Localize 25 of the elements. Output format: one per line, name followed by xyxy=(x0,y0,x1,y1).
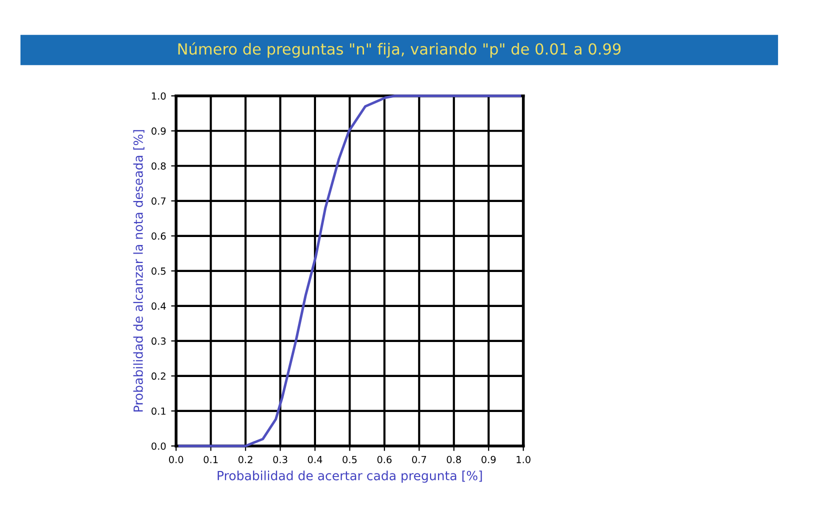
x-tick-label: 0.2 xyxy=(238,456,252,464)
x-axis-title: Probabilidad de acertar cada pregunta [%] xyxy=(218,470,482,483)
y-tick-label: 0.6 xyxy=(152,232,166,240)
y-axis-title: Probabilidad de alcanzar la nota deseada [%] xyxy=(133,130,144,412)
x-tick-label: 0.7 xyxy=(412,456,426,464)
y-tick-label: 0.4 xyxy=(152,302,166,310)
y-tick-label: 0.8 xyxy=(152,162,166,170)
y-tick-label: 0.1 xyxy=(152,407,166,415)
y-tick-label: 0.0 xyxy=(152,442,166,450)
y-tick-label: 0.3 xyxy=(152,337,166,345)
y-tick-label: 1.0 xyxy=(152,92,166,100)
x-tick-label: 0.5 xyxy=(342,456,357,464)
y-tick-label: 0.7 xyxy=(152,197,166,205)
y-tick-label: 0.9 xyxy=(152,127,166,135)
y-tick-label: 0.5 xyxy=(152,267,166,275)
x-tick-label: 0.8 xyxy=(446,456,461,464)
x-tick-label: 0.1 xyxy=(204,456,218,464)
x-tick-label: 0.3 xyxy=(273,456,288,464)
x-tick-label: 0.6 xyxy=(377,456,392,464)
chart-title: Número de preguntas "n" fija, variando "p" de 0.01 a 0.99 xyxy=(178,42,621,58)
y-tick-label: 0.2 xyxy=(152,372,166,380)
x-tick-label: 1.0 xyxy=(516,456,530,464)
x-tick-label: 0.0 xyxy=(168,456,184,464)
x-tick-label: 0.9 xyxy=(482,456,496,464)
x-tick-label: 0.4 xyxy=(308,456,322,464)
